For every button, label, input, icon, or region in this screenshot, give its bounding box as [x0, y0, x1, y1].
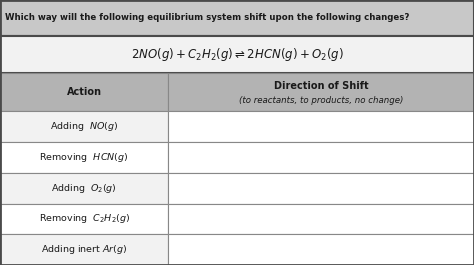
- Text: Adding  $\it{NO}$$\it{(g)}$: Adding $\it{NO}$$\it{(g)}$: [50, 120, 118, 133]
- Text: Adding  $\it{O_2(g)}$: Adding $\it{O_2(g)}$: [51, 182, 117, 195]
- Text: Action: Action: [67, 87, 101, 97]
- Bar: [0, 36, 474, 73]
- Text: Which way will the following equilibrium system shift upon the following changes: Which way will the following equilibrium…: [5, 14, 409, 22]
- Text: (to reactants, to products, no change): (to reactants, to products, no change): [239, 96, 403, 105]
- Text: Adding inert $\it{Ar(g)}$: Adding inert $\it{Ar(g)}$: [41, 243, 128, 256]
- Bar: [168, 173, 474, 204]
- Bar: [168, 142, 474, 173]
- Bar: [168, 111, 474, 142]
- Bar: [0, 234, 168, 265]
- Text: Direction of Shift: Direction of Shift: [274, 81, 368, 91]
- Bar: [0, 73, 168, 111]
- Bar: [0, 111, 168, 142]
- Text: $2NO(g) + C_2H_2(g) \rightleftharpoons 2HCN(g) + O_2(g)$: $2NO(g) + C_2H_2(g) \rightleftharpoons 2…: [131, 46, 343, 63]
- Bar: [168, 204, 474, 234]
- Text: Removing  $\it{HCN(g)}$: Removing $\it{HCN(g)}$: [39, 151, 129, 164]
- Bar: [0, 204, 168, 234]
- Text: Removing  $\it{C_2H_2(g)}$: Removing $\it{C_2H_2(g)}$: [38, 212, 130, 226]
- Bar: [168, 73, 474, 111]
- Bar: [0, 173, 168, 204]
- Bar: [168, 234, 474, 265]
- Bar: [0, 0, 474, 36]
- Bar: [0, 142, 168, 173]
